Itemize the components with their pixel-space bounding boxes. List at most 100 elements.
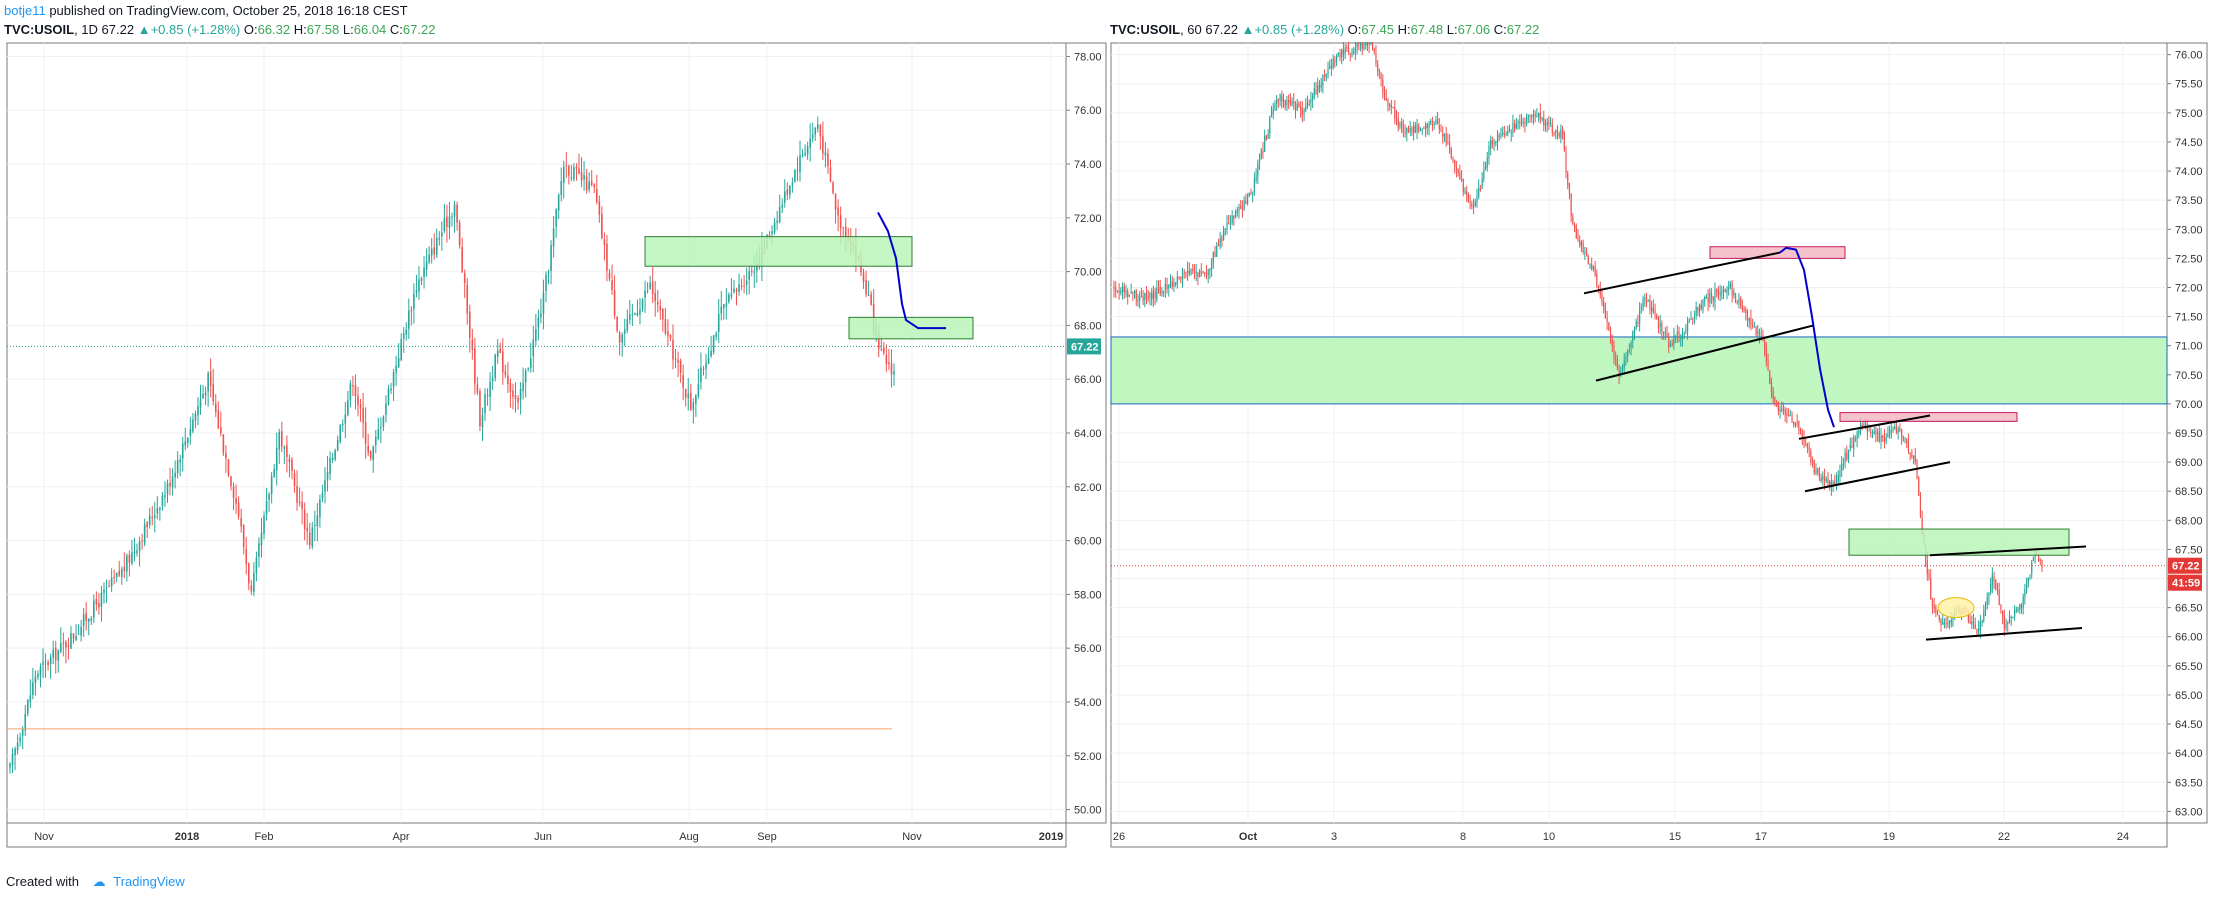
candle-body — [1450, 148, 1452, 158]
candle-body — [293, 472, 296, 486]
candle-body — [1534, 114, 1536, 117]
candle-body — [588, 181, 590, 190]
candle-body — [2025, 584, 2028, 591]
candle-body — [499, 348, 502, 354]
candle-body — [1354, 48, 1357, 52]
candle-body — [341, 423, 344, 425]
candle-body — [590, 181, 593, 186]
candle-body — [1765, 347, 1767, 362]
y-tick-label: 60.00 — [1074, 536, 1102, 548]
candle-body — [29, 695, 32, 703]
candle-body — [153, 515, 156, 518]
tradingview-link[interactable]: TradingView — [113, 874, 185, 889]
candle-body — [1806, 444, 1809, 448]
candle-body — [367, 445, 369, 453]
candle-body — [717, 314, 720, 332]
y-tick-label: 78.00 — [1074, 51, 1102, 63]
candle-body — [364, 422, 367, 444]
candle-body — [255, 557, 258, 574]
x-tick-label: Oct — [1239, 831, 1258, 843]
candle-body — [1339, 53, 1341, 58]
candle-body — [1157, 287, 1160, 289]
candle-body — [260, 532, 263, 546]
candle-body — [1356, 43, 1358, 48]
candle-body — [1490, 140, 1492, 148]
candle-body — [684, 388, 687, 398]
candle-body — [62, 642, 65, 644]
candle-body — [1197, 272, 1199, 277]
y-tick-label: 65.00 — [2175, 690, 2203, 702]
candle-body — [1214, 252, 1216, 257]
candle-body — [1361, 42, 1363, 50]
candle-body — [1344, 48, 1346, 55]
candle-body — [1327, 68, 1329, 74]
left-last: 67.22 — [101, 22, 135, 37]
candle-body — [1491, 140, 1493, 144]
candle-body — [552, 228, 555, 247]
candle-body — [1791, 415, 1793, 422]
candle-body — [1389, 104, 1391, 107]
x-tick-label: 22 — [1998, 831, 2010, 843]
candle-body — [745, 280, 748, 285]
candle-body — [753, 271, 756, 273]
candle-body — [1286, 101, 1288, 106]
candle-body — [697, 384, 700, 397]
candle-body — [1385, 97, 1387, 101]
candle-body — [494, 354, 496, 379]
candle-body — [247, 563, 250, 584]
y-tick-label: 56.00 — [1074, 643, 1102, 655]
candle-body — [1375, 53, 1377, 64]
candle-body — [801, 155, 804, 157]
candle-body — [1644, 298, 1646, 300]
candle-body — [93, 600, 95, 618]
candle-body — [1448, 142, 1451, 150]
candle-body — [1851, 446, 1853, 448]
candle-body — [60, 643, 62, 652]
candle-body — [1392, 107, 1394, 109]
right-chart[interactable]: 63.00 63.50 64.00 64.50 65.00 65.50 66.00 66.50… — [1110, 42, 2210, 862]
left-chart[interactable]: 50.00 52.00 54.00 56.00 58.00 60.00 62.00 64.00… — [6, 42, 1108, 862]
candle-body — [329, 458, 331, 475]
candle-body — [1125, 289, 1127, 294]
candle-body — [1734, 293, 1737, 301]
candle-body — [1460, 178, 1463, 181]
candle-body — [1748, 318, 1750, 321]
candle-body — [1164, 283, 1166, 290]
candle-body — [1293, 101, 1295, 104]
candle-body — [2020, 603, 2023, 607]
candle-body — [1580, 242, 1583, 247]
candle-body — [1298, 103, 1300, 106]
candle-body — [1764, 340, 1766, 348]
right-open: 67.45 — [1361, 22, 1394, 37]
candle-body — [568, 166, 570, 176]
candle-body — [1351, 51, 1353, 56]
candle-body — [1983, 610, 1985, 621]
candle-body — [476, 384, 479, 393]
candle-body — [1359, 43, 1362, 46]
candle-body — [1113, 286, 1115, 289]
candle-body — [418, 279, 420, 292]
candle-body — [1798, 421, 1800, 431]
candle-body — [575, 166, 578, 169]
candle-body — [425, 261, 428, 270]
candle-body — [1430, 120, 1432, 122]
author-link[interactable]: botje11 — [4, 3, 46, 18]
candle-body — [1204, 272, 1206, 274]
x-tick-label: Sep — [757, 831, 777, 843]
candle-body — [1709, 292, 1711, 303]
candle-body — [1844, 453, 1846, 463]
candle-body — [1604, 307, 1606, 319]
candle-body — [723, 304, 725, 309]
candle-body — [1176, 276, 1178, 284]
candle-body — [1805, 443, 1807, 445]
left-change: +0.85 (+1.28%) — [150, 22, 241, 37]
candle-body — [1308, 103, 1310, 105]
left-symbol-info: TVC:USOIL, 1D 67.22 ▲+0.85 (+1.28%) O:66… — [4, 22, 436, 37]
candle-body — [372, 446, 375, 461]
candle-body — [1866, 425, 1868, 432]
candle-body — [1406, 127, 1408, 134]
candle-body — [151, 516, 154, 519]
candle-body — [1563, 133, 1565, 151]
candle-body — [1568, 183, 1571, 194]
candle-body — [1640, 307, 1642, 309]
